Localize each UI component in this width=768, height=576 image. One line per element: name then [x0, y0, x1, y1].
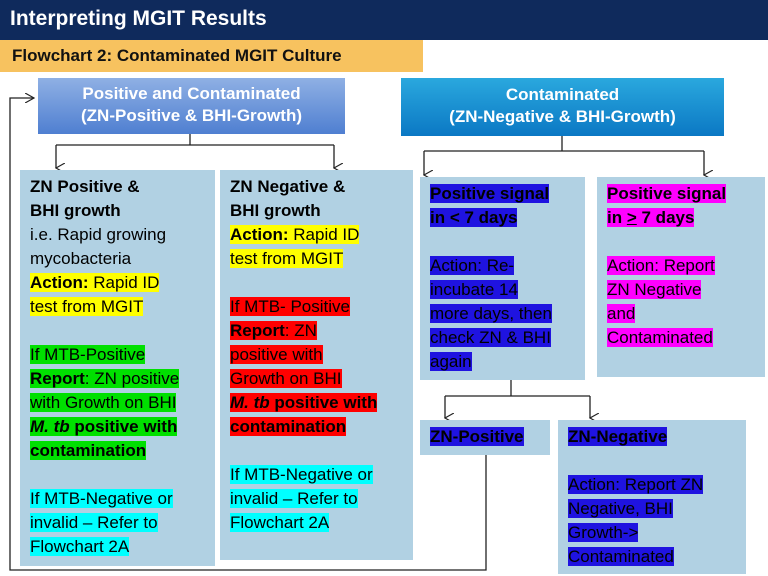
- panel-signal-over-7-days: Positive signal in > 7 days Action: Repor…: [597, 177, 765, 377]
- panel4-action2: ZN Negative: [607, 280, 702, 299]
- panel2-report-label: Report: [230, 321, 285, 340]
- panel-zn-negative: ZN-Negative Action: Report ZN Negative, B…: [558, 420, 746, 574]
- panel3-action1: Action: Re-: [430, 256, 515, 275]
- panel3-heading-highlight: Positive signal in < 7 days: [430, 184, 550, 227]
- panel4-action4: Contaminated: [607, 328, 713, 347]
- panel2-positive-highlight: If MTB- Positive Report: ZN positive with G…: [230, 297, 378, 436]
- flowchart-subtitle: Flowchart 2: Contaminated MGIT Culture: [0, 40, 423, 72]
- panel1-report-text2: with Growth on BHI: [30, 393, 177, 412]
- panel1-if-pos: If MTB-Positive: [30, 345, 146, 364]
- panel3-action-highlight: Action: Re-incubate 14 more days, then che…: [430, 256, 552, 371]
- panel2-neg1: If MTB-Negative or: [230, 465, 373, 484]
- panel2-mtb-rest: positive with: [269, 393, 378, 412]
- panel2-heading2: BHI growth: [230, 201, 321, 220]
- header-left-line2: (ZN-Positive & BHI-Growth): [81, 106, 302, 125]
- panel4-action3: and: [607, 304, 636, 323]
- panel1-action-text2: test from MGIT: [30, 297, 144, 316]
- panel1-neg3: Flowchart 2A: [30, 537, 130, 556]
- panel2-neg3: Flowchart 2A: [230, 513, 330, 532]
- panel1-action-label: Action:: [30, 273, 89, 292]
- header-left-line1: Positive and Contaminated: [82, 84, 301, 103]
- panel6-action3: Growth->: [568, 523, 639, 542]
- panel3-action3: more days, then: [430, 304, 552, 323]
- panel6-heading: ZN-Negative: [568, 427, 668, 446]
- panel1-positive-highlight: If MTB-Positive Report: ZN positive with G…: [30, 345, 180, 460]
- panel6-action4: Contaminated: [568, 547, 674, 566]
- panel1-report-label: Report: [30, 369, 85, 388]
- panel1-ie2: mycobacteria: [30, 249, 132, 268]
- panel1-neg2: invalid – Refer to: [30, 513, 158, 532]
- panel2-heading1: ZN Negative &: [230, 177, 346, 196]
- panel4-heading1: Positive signal: [607, 184, 727, 203]
- panel2-action-text2: test from MGIT: [230, 249, 344, 268]
- panel2-contamination: contamination: [230, 417, 347, 436]
- panel3-heading1: Positive signal: [430, 184, 550, 203]
- panel6-action1: Action: Report ZN: [568, 475, 704, 494]
- panel3-action2: incubate 14: [430, 280, 518, 299]
- panel6-action2: Negative, BHI: [568, 499, 673, 518]
- panel2-report-text1: : ZN: [284, 321, 317, 340]
- panel-zn-positive: ZN-Positive: [420, 420, 550, 455]
- header-right-line1: Contaminated: [505, 85, 620, 104]
- panel4-action-highlight: Action: Report ZN Negative and Contaminated: [607, 256, 715, 347]
- panel1-action-highlight: Action: Rapid ID test from MGIT: [30, 273, 160, 316]
- panel1-neg1: If MTB-Negative or: [30, 489, 173, 508]
- panel1-heading1: ZN Positive &: [30, 177, 140, 196]
- panel-zn-positive-bhi-growth: ZN Positive & BHI growth i.e. Rapid grow…: [20, 170, 215, 566]
- slide-title: Interpreting MGIT Results: [0, 0, 768, 40]
- panel3-heading2: in < 7 days: [430, 208, 518, 227]
- panel2-neg2: invalid – Refer to: [230, 489, 358, 508]
- panel1-mtb-rest: positive with: [69, 417, 178, 436]
- header-contaminated: Contaminated (ZN-Negative & BHI-Growth): [401, 78, 724, 136]
- panel4-heading-highlight: Positive signal in > 7 days: [607, 184, 727, 227]
- panel1-negative-highlight: If MTB-Negative or invalid – Refer to Flow…: [30, 489, 173, 556]
- panel2-report-text2: positive with: [230, 345, 323, 364]
- panel1-mtb-italic: M. tb: [30, 417, 70, 436]
- panel6-action-highlight: Action: Report ZN Negative, BHI Growth-> Co…: [568, 475, 704, 566]
- panel3-action5: again: [430, 352, 472, 371]
- header-right-line2: (ZN-Negative & BHI-Growth): [449, 107, 676, 126]
- panel1-heading2: BHI growth: [30, 201, 121, 220]
- panel2-action-highlight: Action: Rapid ID test from MGIT: [230, 225, 360, 268]
- panel2-if-pos: If MTB- Positive: [230, 297, 350, 316]
- panel3-action4: check ZN & BHI: [430, 328, 551, 347]
- panel4-heading2-post: 7 days: [636, 208, 695, 227]
- panel1-report-text1: : ZN positive: [84, 369, 180, 388]
- panel4-heading2-pre: in: [607, 208, 627, 227]
- panel2-action-text1: Rapid ID: [288, 225, 360, 244]
- panel-signal-under-7-days: Positive signal in < 7 days Action: Re-in…: [420, 177, 585, 380]
- panel1-contamination: contamination: [30, 441, 147, 460]
- panel5-text: ZN-Positive: [430, 427, 524, 446]
- panel2-mtb-italic: M. tb: [230, 393, 270, 412]
- panel1-ie1: i.e. Rapid growing: [30, 225, 167, 244]
- panel2-report-text3: Growth on BHI: [230, 369, 342, 388]
- panel4-action1: Action: Report: [607, 256, 715, 275]
- panel2-action-label: Action:: [230, 225, 289, 244]
- panel-zn-negative-bhi-growth: ZN Negative & BHI growth Action: Rapid I…: [220, 170, 413, 560]
- panel1-action-text1: Rapid ID: [88, 273, 160, 292]
- loop-back-arrow: [9, 98, 487, 571]
- panel4-heading2-gt: >: [626, 208, 637, 227]
- header-positive-contaminated: Positive and Contaminated (ZN-Positive &…: [38, 78, 345, 134]
- panel2-negative-highlight: If MTB-Negative or invalid – Refer to Flow…: [230, 465, 373, 532]
